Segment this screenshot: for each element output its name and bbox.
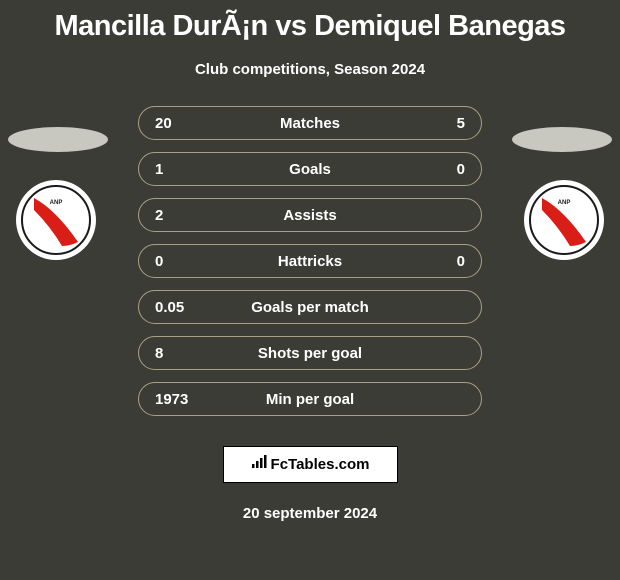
stat-right-value: 0 xyxy=(425,253,465,270)
subtitle: Club competitions, Season 2024 xyxy=(0,61,620,78)
stat-left-value: 8 xyxy=(155,345,195,362)
stat-left-value: 0.05 xyxy=(155,299,195,316)
stat-left-value: 20 xyxy=(155,115,195,132)
stat-label: Shots per goal xyxy=(258,345,362,362)
stat-row-matches: 20 Matches 5 xyxy=(138,106,482,140)
stat-left-value: 1 xyxy=(155,161,195,178)
stats-container: 20 Matches 5 1 Goals 0 2 Assists 0 Hattr… xyxy=(0,106,620,416)
player-tag-right xyxy=(512,127,612,152)
stat-row-min-per-goal: 1973 Min per goal xyxy=(138,382,482,416)
svg-text:ANP: ANP xyxy=(558,200,571,206)
stat-left-value: 0 xyxy=(155,253,195,270)
stat-left-value: 2 xyxy=(155,207,195,224)
stat-label: Goals per match xyxy=(251,299,369,316)
stat-label: Assists xyxy=(283,207,336,224)
fctables-brand-text: FcTables.com xyxy=(271,456,370,473)
stat-right-value: 5 xyxy=(425,115,465,132)
page-title: Mancilla DurÃ¡n vs Demiquel Banegas xyxy=(0,0,620,43)
stat-label: Hattricks xyxy=(278,253,342,270)
club-badge-right: ANP xyxy=(524,180,604,260)
player-tag-left xyxy=(8,127,108,152)
stat-row-assists: 2 Assists xyxy=(138,198,482,232)
chart-icon xyxy=(251,455,267,474)
fctables-badge[interactable]: FcTables.com xyxy=(223,446,398,483)
stat-label: Matches xyxy=(280,115,340,132)
stat-label: Goals xyxy=(289,161,331,178)
stat-left-value: 1973 xyxy=(155,391,195,408)
stat-row-goals-per-match: 0.05 Goals per match xyxy=(138,290,482,324)
stat-row-goals: 1 Goals 0 xyxy=(138,152,482,186)
stat-row-hattricks: 0 Hattricks 0 xyxy=(138,244,482,278)
stat-row-shots-per-goal: 8 Shots per goal xyxy=(138,336,482,370)
svg-text:ANP: ANP xyxy=(50,200,63,206)
stat-label: Min per goal xyxy=(266,391,354,408)
club-logo-icon: ANP xyxy=(528,184,600,256)
club-badge-left: ANP xyxy=(16,180,96,260)
date-text: 20 september 2024 xyxy=(0,505,620,522)
club-logo-icon: ANP xyxy=(20,184,92,256)
stat-right-value: 0 xyxy=(425,161,465,178)
